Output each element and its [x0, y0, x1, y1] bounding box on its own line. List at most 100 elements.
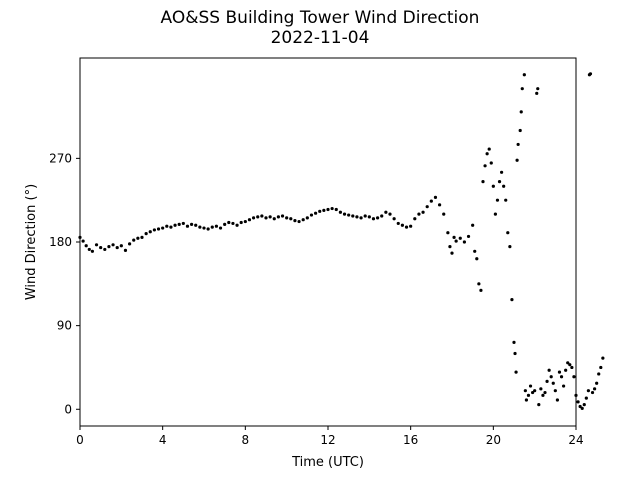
data-point [380, 214, 384, 218]
data-point [518, 128, 522, 133]
data-point [487, 147, 491, 151]
data-point [485, 152, 489, 156]
data-point [533, 389, 537, 393]
data-point [392, 217, 396, 221]
data-point [87, 247, 91, 252]
data-point [309, 213, 314, 217]
data-point [285, 216, 289, 220]
data-point [537, 403, 541, 407]
data-point [247, 218, 252, 222]
data-point [342, 212, 347, 216]
data-point [429, 199, 433, 203]
axis-ticks: 0 4 8 12 16 20 24 0 90 180 270 [49, 151, 584, 447]
data-point [586, 389, 591, 393]
data-point [502, 184, 506, 188]
data-point [545, 379, 549, 383]
data-point [280, 214, 285, 218]
data-point [148, 230, 152, 234]
data-point [489, 161, 493, 165]
data-point [512, 340, 516, 344]
data-point [367, 215, 371, 219]
data-point [218, 226, 223, 230]
data-point [595, 381, 599, 385]
data-point [227, 220, 231, 225]
data-point [597, 372, 601, 376]
data-point [214, 224, 218, 228]
data-point [580, 406, 584, 410]
data-point [454, 239, 458, 243]
data-point [314, 211, 318, 215]
y-tick-label: 90 [57, 319, 72, 333]
data-point [576, 400, 580, 404]
data-point [173, 223, 177, 227]
y-axis-label: Wind Direction (°) [24, 184, 39, 300]
data-point [256, 215, 260, 219]
x-axis-label: Time (UTC) [291, 455, 364, 470]
data-point [593, 387, 597, 391]
data-point [202, 226, 206, 230]
data-point [206, 227, 210, 231]
data-point [289, 217, 293, 221]
data-point [555, 398, 560, 402]
data-point [522, 73, 526, 77]
data-point [601, 356, 605, 360]
data-point [119, 244, 123, 248]
data-point [574, 393, 578, 397]
data-point [156, 227, 161, 231]
data-point [526, 393, 531, 397]
x-tick-label: 16 [403, 433, 418, 447]
data-point [293, 219, 297, 223]
data-point [132, 238, 136, 242]
y-tick-label: 180 [49, 235, 72, 249]
data-point [557, 370, 562, 374]
data-point [510, 298, 514, 302]
data-point [578, 404, 582, 409]
data-point [562, 384, 566, 388]
data-point [347, 213, 351, 217]
data-point [338, 210, 342, 214]
data-point [421, 210, 425, 214]
data-point [572, 375, 576, 379]
data-point [539, 387, 543, 391]
data-point [536, 87, 540, 91]
data-point [260, 214, 264, 218]
data-point [334, 207, 338, 212]
data-point [128, 242, 132, 246]
data-point [452, 235, 456, 239]
data-point [359, 216, 363, 220]
data-point [553, 389, 557, 393]
y-tick-label: 0 [64, 402, 72, 416]
data-point [371, 217, 376, 221]
data-point [144, 232, 148, 236]
data-point [442, 212, 446, 216]
x-tick-label: 8 [242, 433, 250, 447]
data-point [506, 231, 510, 235]
data-point [413, 217, 417, 221]
data-point [508, 245, 512, 249]
data-point [547, 368, 551, 372]
data-point [185, 224, 190, 228]
data-point [584, 396, 588, 400]
data-point [165, 224, 169, 228]
data-point [376, 216, 380, 220]
data-point [479, 288, 483, 292]
data-point [566, 361, 570, 365]
data-point [513, 351, 517, 356]
data-point [493, 212, 497, 216]
data-point [535, 91, 539, 95]
data-point [481, 179, 485, 184]
data-point [103, 247, 107, 252]
data-point [450, 251, 454, 255]
data-point [396, 221, 400, 226]
data-point [81, 239, 85, 243]
data-point [483, 164, 487, 168]
data-point [404, 225, 409, 229]
data-point [107, 245, 111, 249]
data-point [190, 222, 194, 226]
data-point [177, 222, 181, 226]
data-point [322, 208, 326, 213]
data-point [475, 257, 479, 261]
data-point [438, 203, 442, 207]
data-point [136, 236, 140, 240]
data-point [388, 212, 392, 216]
